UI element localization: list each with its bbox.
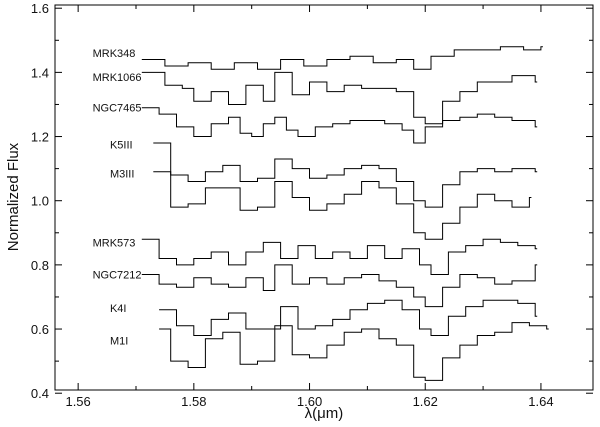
x-tick-label: 1.62	[413, 394, 438, 409]
x-tick-label: 1.60	[297, 394, 322, 409]
spectrum-line-ngc7212	[141, 264, 538, 308]
x-tick-label: 1.56	[65, 394, 90, 409]
y-tick-label: 1.0	[31, 194, 49, 209]
axis-ticks: 1.56 1.58 1.60 1.62 1.64 0.4 0.6 0.8 1.0 1.2 1.4 1.…	[31, 1, 593, 409]
spectrum-line-mrk1066	[141, 71, 538, 125]
spectrum-label-m1i: M1I	[110, 335, 128, 347]
y-tick-label: 1.4	[31, 65, 49, 80]
spectra-series	[141, 46, 549, 381]
spectrum-line-ngc7465	[141, 107, 538, 144]
spectrum-line-mrk348	[141, 46, 543, 70]
x-tick-label: 1.64	[528, 394, 553, 409]
y-tick-label: 0.8	[31, 258, 49, 273]
x-axis-title: λ(μm)	[305, 405, 344, 422]
spectrum-label-mrk573: MRK573	[93, 237, 136, 249]
spectrum-label-k4i: K4I	[110, 303, 127, 315]
y-tick-label: 1.6	[31, 1, 49, 16]
spectrum-label-m3iii: M3III	[110, 168, 134, 180]
spectrum-line-k4i	[159, 299, 538, 336]
y-tick-label: 0.4	[31, 386, 49, 401]
spectrum-line-m3iii	[153, 171, 532, 240]
spectrum-label-ngc7465: NGC7465	[93, 103, 142, 115]
x-tick-label: 1.58	[181, 394, 206, 409]
y-axis-title: Normalized Flux	[5, 142, 22, 251]
plot-frame	[54, 4, 594, 391]
spectrum-line-mrk573	[141, 238, 538, 275]
y-tick-label: 0.6	[31, 322, 49, 337]
spectrum-label-mrk1066: MRK1066	[93, 72, 142, 84]
spectrum-line-m1i	[159, 322, 549, 381]
spectrum-labels: MRK348 MRK1066 NGC7465 K5III M3III MRK573 NGC7…	[93, 48, 142, 347]
spectrum-label-k5iii: K5III	[110, 140, 133, 152]
spectrum-line-k5iii	[153, 142, 538, 208]
spectrum-label-ngc7212: NGC7212	[93, 270, 142, 282]
y-tick-label: 1.2	[31, 130, 49, 145]
spectrum-label-mrk348: MRK348	[93, 48, 136, 60]
